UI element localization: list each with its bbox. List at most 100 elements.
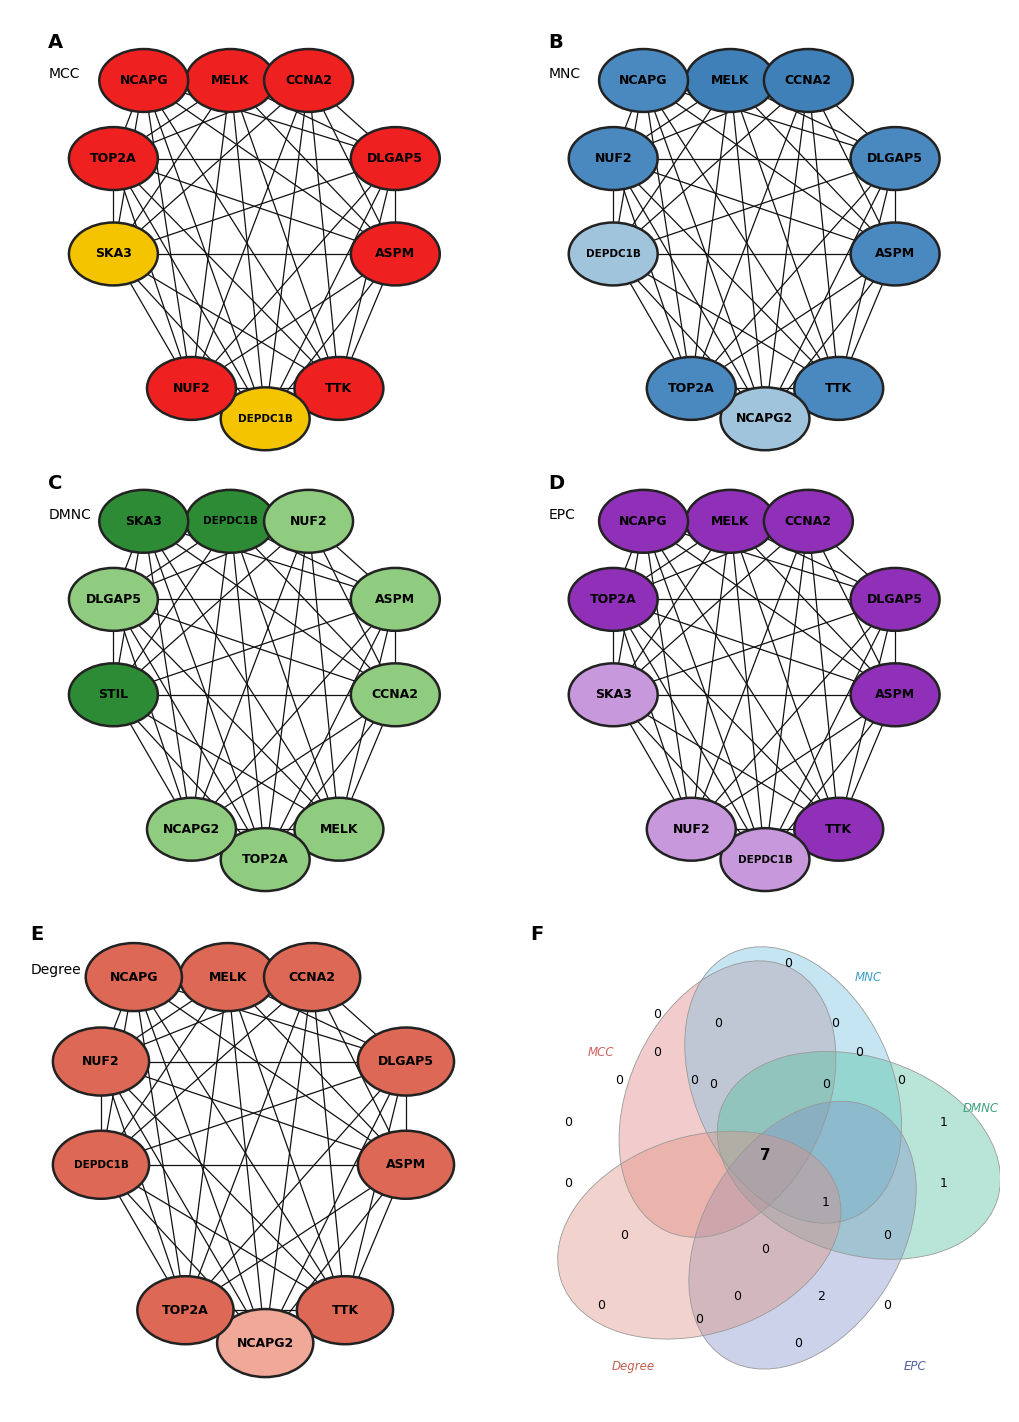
Text: 0: 0 [821,1078,829,1092]
Ellipse shape [569,663,657,727]
Ellipse shape [294,798,383,860]
Text: MNC: MNC [547,67,580,81]
Text: TTK: TTK [325,383,353,395]
Ellipse shape [69,127,158,191]
Ellipse shape [69,567,158,631]
Text: TTK: TTK [824,383,852,395]
Text: TOP2A: TOP2A [589,593,636,606]
Ellipse shape [646,798,735,860]
Text: MELK: MELK [710,74,749,87]
Ellipse shape [794,798,882,860]
Ellipse shape [569,222,657,286]
Text: 0: 0 [760,1243,768,1256]
Ellipse shape [719,387,809,451]
Ellipse shape [53,1028,149,1095]
Text: NCAPG2: NCAPG2 [736,412,793,425]
Ellipse shape [685,489,774,553]
Text: DLGAP5: DLGAP5 [86,593,142,606]
Ellipse shape [99,48,189,112]
Text: TTK: TTK [331,1304,358,1317]
Text: 1: 1 [938,1116,947,1129]
Ellipse shape [138,1276,233,1344]
Text: TTK: TTK [824,823,852,836]
Ellipse shape [351,127,439,191]
Text: DEPDC1B: DEPDC1B [203,516,258,526]
Text: DMNC: DMNC [48,508,91,522]
Text: CCNA2: CCNA2 [372,688,419,701]
Text: TOP2A: TOP2A [242,853,288,866]
Text: 7: 7 [759,1148,769,1163]
Ellipse shape [264,943,360,1011]
Ellipse shape [684,947,901,1223]
Text: 0: 0 [690,1074,698,1086]
Ellipse shape [220,387,310,451]
Text: NCAPG: NCAPG [109,971,158,984]
Ellipse shape [69,663,158,727]
Text: NCAPG: NCAPG [619,515,667,528]
Text: C: C [48,474,62,492]
Ellipse shape [351,663,439,727]
Ellipse shape [358,1130,453,1199]
Ellipse shape [220,828,310,892]
Text: 0: 0 [830,1018,839,1031]
Text: TOP2A: TOP2A [162,1304,209,1317]
Text: F: F [530,926,543,944]
Text: MELK: MELK [319,823,358,836]
Text: MELK: MELK [710,515,749,528]
Text: 0: 0 [713,1018,721,1031]
Text: DEPDC1B: DEPDC1B [73,1160,128,1170]
Ellipse shape [264,489,353,553]
Ellipse shape [264,48,353,112]
Ellipse shape [794,357,882,419]
Ellipse shape [557,1132,840,1340]
Text: Degree: Degree [31,963,82,977]
Text: SKA3: SKA3 [95,247,131,260]
Text: MCC: MCC [587,1045,613,1058]
Text: DMNC: DMNC [962,1102,998,1115]
Text: 0: 0 [652,1045,660,1058]
Text: CCNA2: CCNA2 [784,74,832,87]
Ellipse shape [99,489,189,553]
Ellipse shape [716,1051,1000,1260]
Text: 0: 0 [708,1078,716,1092]
Text: DEPDC1B: DEPDC1B [585,249,640,259]
Text: 1: 1 [938,1177,947,1190]
Text: NCAPG: NCAPG [619,74,667,87]
Text: TOP2A: TOP2A [667,383,714,395]
Text: 0: 0 [614,1074,623,1086]
Text: MELK: MELK [208,971,247,984]
Ellipse shape [619,961,835,1237]
Ellipse shape [569,127,657,191]
Ellipse shape [850,567,938,631]
Text: 0: 0 [695,1313,703,1327]
Text: 0: 0 [732,1290,740,1303]
Text: DLGAP5: DLGAP5 [378,1055,433,1068]
Text: 0: 0 [854,1045,862,1058]
Ellipse shape [69,222,158,286]
Text: NUF2: NUF2 [172,383,210,395]
Text: CCNA2: CCNA2 [288,971,335,984]
Text: D: D [547,474,564,492]
Text: 0: 0 [882,1300,891,1313]
Ellipse shape [185,48,275,112]
Ellipse shape [850,663,938,727]
Text: NCAPG2: NCAPG2 [163,823,220,836]
Text: MELK: MELK [211,74,250,87]
Text: 0: 0 [564,1177,572,1190]
Ellipse shape [358,1028,453,1095]
Text: 0: 0 [896,1074,904,1086]
Text: 0: 0 [784,957,792,970]
Text: DLGAP5: DLGAP5 [866,152,922,165]
Text: ASPM: ASPM [874,688,914,701]
Text: 0: 0 [882,1229,891,1241]
Text: EPC: EPC [547,508,575,522]
Ellipse shape [147,357,235,419]
Text: MNC: MNC [854,971,880,984]
Text: 0: 0 [793,1337,801,1349]
Ellipse shape [763,489,852,553]
Ellipse shape [86,943,181,1011]
Text: DEPDC1B: DEPDC1B [237,414,292,424]
Text: NUF2: NUF2 [672,823,709,836]
Text: NCAPG: NCAPG [119,74,168,87]
Text: EPC: EPC [903,1359,925,1374]
